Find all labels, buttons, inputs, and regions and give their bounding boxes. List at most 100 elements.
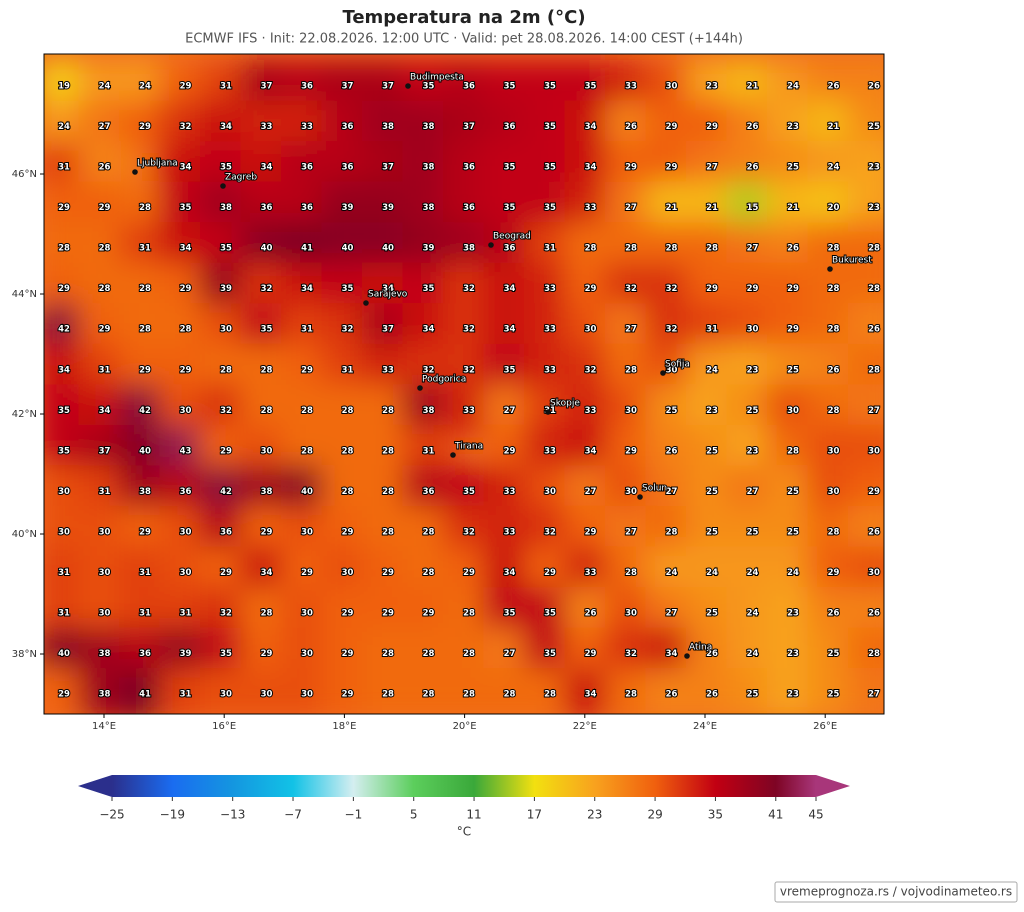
- temperature-value: 28: [423, 527, 435, 537]
- temperature-value: 24: [99, 82, 111, 92]
- colorbar-low-arrow: [78, 775, 112, 797]
- temperature-value: 35: [463, 487, 475, 497]
- temperature-value: 30: [585, 325, 597, 335]
- temperature-value: 31: [423, 446, 435, 456]
- temperature-value: 34: [666, 649, 678, 659]
- temperature-value: 38: [261, 487, 273, 497]
- temperature-value: 20: [828, 203, 840, 213]
- temperature-value: 26: [747, 122, 759, 132]
- temperature-value: 25: [828, 649, 840, 659]
- temperature-value: 39: [180, 649, 192, 659]
- temperature-value: 39: [342, 203, 354, 213]
- temperature-value: 30: [99, 568, 111, 578]
- temperature-value: 28: [868, 244, 880, 254]
- temperature-value: 29: [585, 527, 597, 537]
- temperature-value: 29: [342, 527, 354, 537]
- temperature-value: 29: [220, 446, 232, 456]
- temperature-value: 38: [423, 163, 435, 173]
- temperature-value: 33: [301, 122, 313, 132]
- temperature-value: 28: [99, 244, 111, 254]
- temperature-value: 30: [99, 609, 111, 619]
- temperature-value: 41: [139, 690, 151, 700]
- temperature-value: 23: [868, 163, 880, 173]
- colorbar-tick-label: 41: [768, 808, 783, 822]
- temperature-value: 28: [180, 325, 192, 335]
- temperature-value: 24: [787, 82, 799, 92]
- credit-box: [774, 881, 1018, 903]
- temperature-value: 31: [180, 690, 192, 700]
- temperature-value: 28: [139, 325, 151, 335]
- city-dot: [660, 370, 666, 376]
- temperature-value: 28: [382, 690, 394, 700]
- temperature-value: 34: [423, 325, 435, 335]
- temperature-value: 28: [342, 446, 354, 456]
- temperature-value: 29: [382, 609, 394, 619]
- temperature-value: 15: [747, 203, 759, 213]
- y-tick-label: 44°N: [12, 289, 37, 300]
- temperature-value: 29: [423, 609, 435, 619]
- temperature-value: 38: [139, 487, 151, 497]
- temperature-value: 28: [504, 690, 516, 700]
- temperature-value: 32: [625, 649, 637, 659]
- colorbar-tick-label: 29: [647, 808, 662, 822]
- temperature-value: 33: [544, 325, 556, 335]
- temperature-value: 29: [58, 203, 70, 213]
- temperature-value: 30: [828, 446, 840, 456]
- temperature-value: 28: [828, 284, 840, 294]
- temperature-value: 34: [504, 325, 516, 335]
- temperature-value: 29: [261, 649, 273, 659]
- temperature-value: 33: [544, 446, 556, 456]
- temperature-value: 28: [342, 406, 354, 416]
- temperature-value: 28: [787, 446, 799, 456]
- temperature-value: 28: [139, 203, 151, 213]
- temperature-value: 25: [747, 406, 759, 416]
- temperature-value: 28: [828, 244, 840, 254]
- temperature-value: 27: [99, 122, 111, 132]
- temperature-value: 29: [585, 649, 597, 659]
- temperature-value: 28: [423, 568, 435, 578]
- temperature-value: 28: [706, 244, 718, 254]
- city-label: Beograd: [493, 232, 531, 242]
- temperature-value: 36: [220, 527, 232, 537]
- temperature-value: 28: [828, 406, 840, 416]
- temperature-value: 28: [261, 406, 273, 416]
- temperature-value: 31: [58, 163, 70, 173]
- temperature-value: 34: [220, 122, 232, 132]
- temperature-value: 35: [220, 649, 232, 659]
- colorbar-unit: °C: [457, 825, 471, 839]
- temperature-value: 28: [301, 446, 313, 456]
- city-dot: [132, 169, 138, 175]
- temperature-value: 35: [180, 203, 192, 213]
- temperature-value: 32: [463, 527, 475, 537]
- city-label: Bukurest: [832, 256, 872, 266]
- temperature-value: 40: [261, 244, 273, 254]
- temperature-value: 23: [747, 446, 759, 456]
- temperature-value: 29: [58, 284, 70, 294]
- city-dot: [684, 653, 690, 659]
- temperature-value: 26: [99, 163, 111, 173]
- temperature-value: 25: [747, 690, 759, 700]
- city-label: Sarajevo: [368, 290, 408, 300]
- temperature-value: 35: [544, 203, 556, 213]
- map-frame: [43, 53, 885, 715]
- temperature-value: 23: [706, 406, 718, 416]
- temperature-value: 23: [787, 609, 799, 619]
- temperature-value: 36: [342, 163, 354, 173]
- temperature-value: 28: [666, 244, 678, 254]
- temperature-value: 31: [58, 609, 70, 619]
- map-area: [44, 54, 884, 714]
- temperature-value: 25: [787, 487, 799, 497]
- temperature-value: 36: [463, 163, 475, 173]
- city-dot: [488, 242, 494, 248]
- subtitle: ECMWF IFS · Init: 22.08.2026. 12:00 UTC …: [185, 32, 743, 47]
- temperature-value: 35: [342, 284, 354, 294]
- temperature-value: 29: [787, 325, 799, 335]
- temperature-value: 29: [625, 163, 637, 173]
- temperature-value: 26: [787, 244, 799, 254]
- city-label: Budimpesta: [410, 73, 464, 83]
- temperature-value: 35: [504, 203, 516, 213]
- temperature-value: 28: [382, 527, 394, 537]
- temperature-value: 24: [58, 122, 70, 132]
